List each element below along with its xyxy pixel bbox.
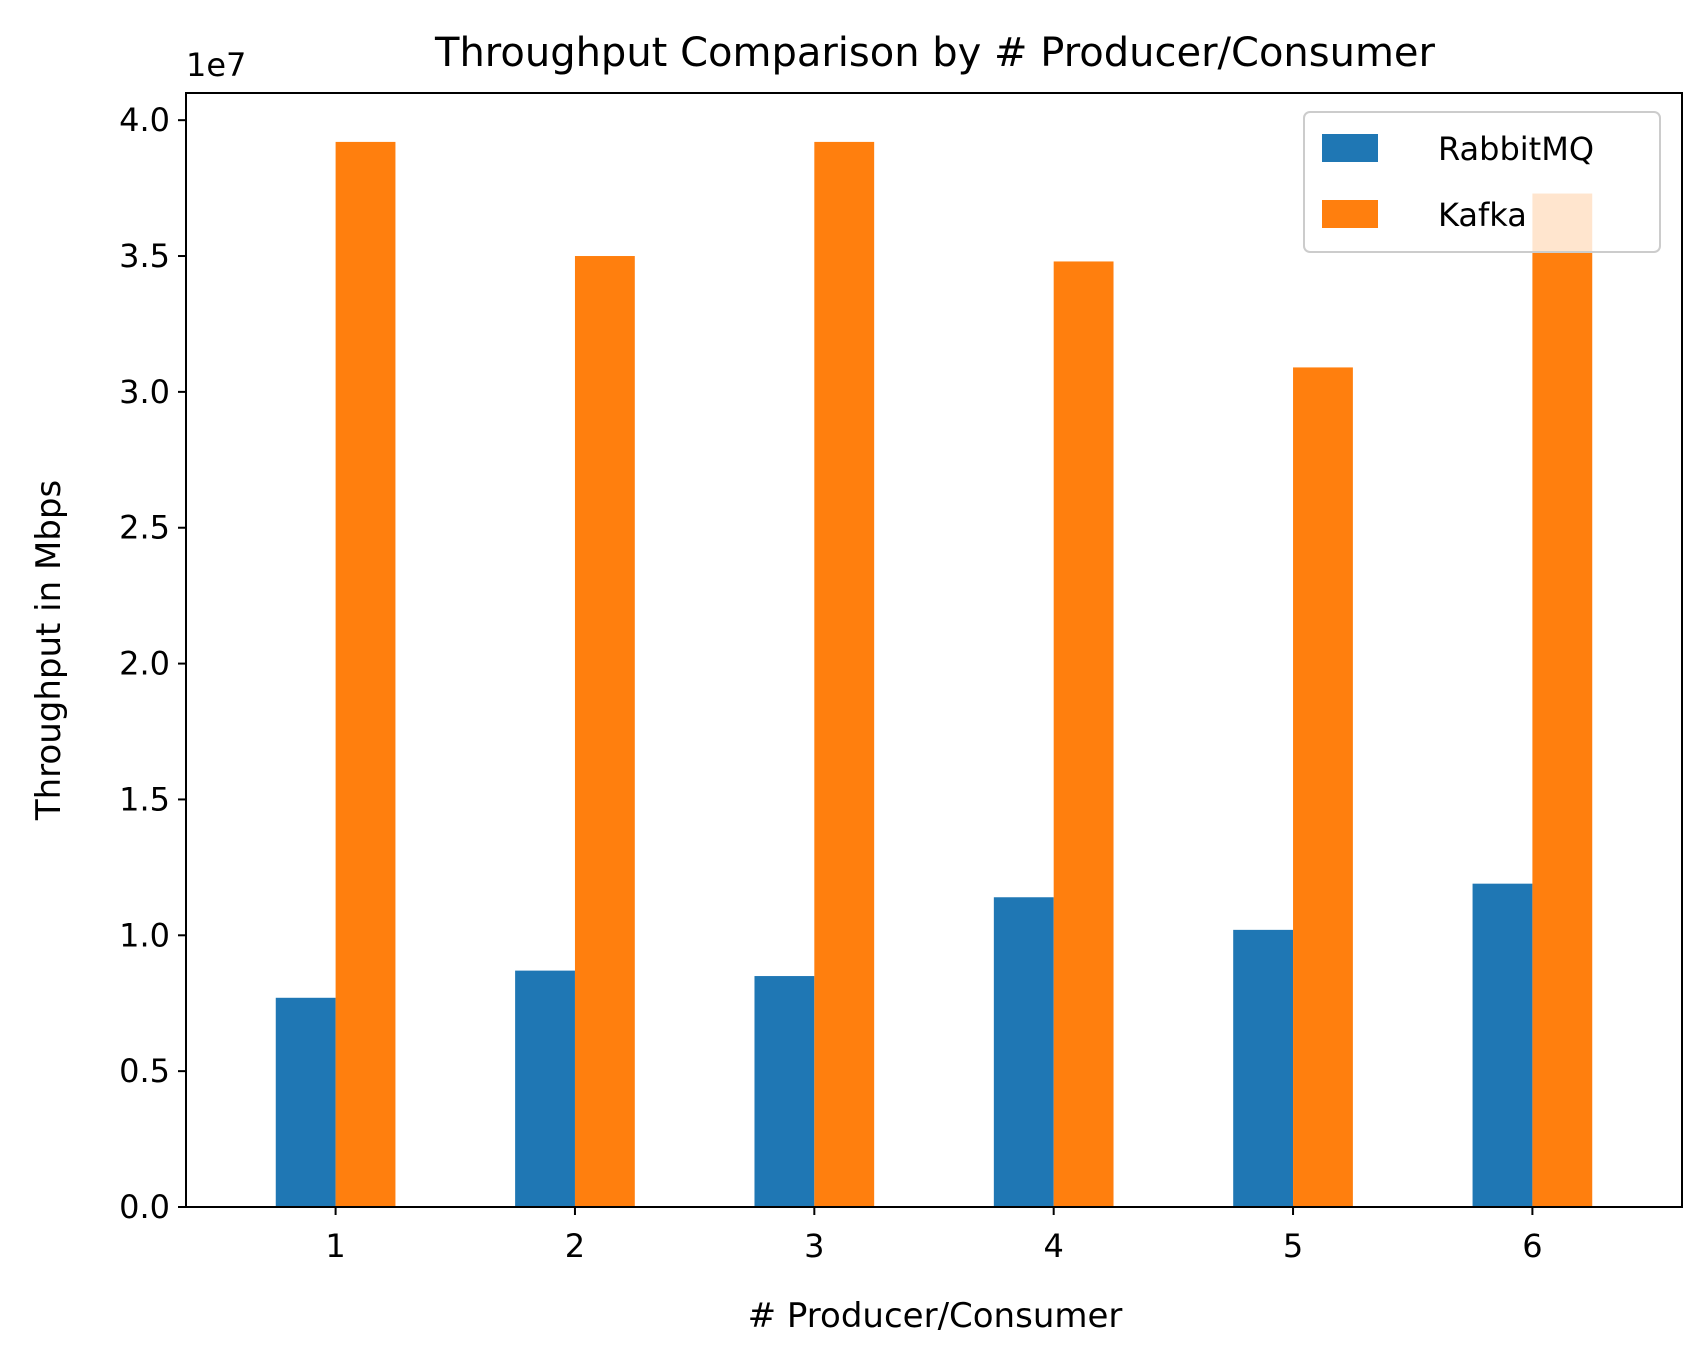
x-tick-label: 6: [1522, 1227, 1542, 1265]
bar-kafka-4: [1053, 261, 1114, 1208]
bar-rabbitmq-1: [275, 997, 336, 1207]
y-tick-label: 1.5: [119, 780, 170, 818]
y-tick-label: 3.5: [119, 237, 170, 275]
y-offset-label: 1e7: [186, 46, 246, 84]
bar-rabbitmq-2: [515, 970, 575, 1207]
bar-rabbitmq-6: [1472, 883, 1533, 1207]
x-tick-label: 4: [1044, 1227, 1064, 1265]
bar-rabbitmq-5: [1233, 929, 1294, 1207]
bar-rabbitmq-3: [754, 976, 815, 1207]
y-tick-label: 0.5: [119, 1052, 170, 1090]
legend: RabbitMQ Kafka: [1303, 111, 1661, 253]
x-tick-label: 1: [325, 1227, 345, 1265]
legend-box: [1303, 111, 1661, 253]
bar-kafka-1: [335, 141, 396, 1207]
y-tick-label: 3.0: [119, 373, 170, 411]
y-tick-label: 1.0: [119, 916, 170, 954]
y-axis: 0.0 0.5 1.0 1.5 2.0 2.5 3.0 3.5 4.0: [119, 101, 186, 1226]
x-axis: 1 2 3 4 5 6: [325, 1207, 1543, 1265]
x-tick-label: 3: [804, 1227, 824, 1265]
y-tick-label: 4.0: [119, 101, 170, 139]
plot-frame: [185, 92, 1683, 1208]
bar-kafka-5: [1293, 367, 1353, 1207]
y-tick-label: 2.0: [119, 645, 170, 683]
x-axis-label: # Producer/Consumer: [748, 1296, 1123, 1336]
y-axis-label: Throughput in Mbps: [29, 480, 69, 821]
legend-swatch-rabbitmq: [1322, 134, 1378, 162]
y-tick-label: 0.0: [119, 1188, 170, 1226]
legend-label-kafka: Kafka: [1438, 196, 1527, 234]
bar-kafka-6: [1532, 193, 1593, 1207]
y-tick-label: 2.5: [119, 509, 170, 547]
bar-rabbitmq-4: [993, 897, 1054, 1207]
x-tick-label: 2: [565, 1227, 585, 1265]
chart-title: Throughput Comparison by # Producer/Cons…: [434, 30, 1436, 76]
x-tick-label: 5: [1283, 1227, 1303, 1265]
bar-kafka-3: [814, 141, 875, 1207]
legend-label-rabbitmq: RabbitMQ: [1438, 130, 1594, 168]
legend-swatch-kafka: [1322, 200, 1378, 228]
bar-kafka-2: [574, 256, 635, 1207]
bars-group: [275, 141, 1593, 1208]
